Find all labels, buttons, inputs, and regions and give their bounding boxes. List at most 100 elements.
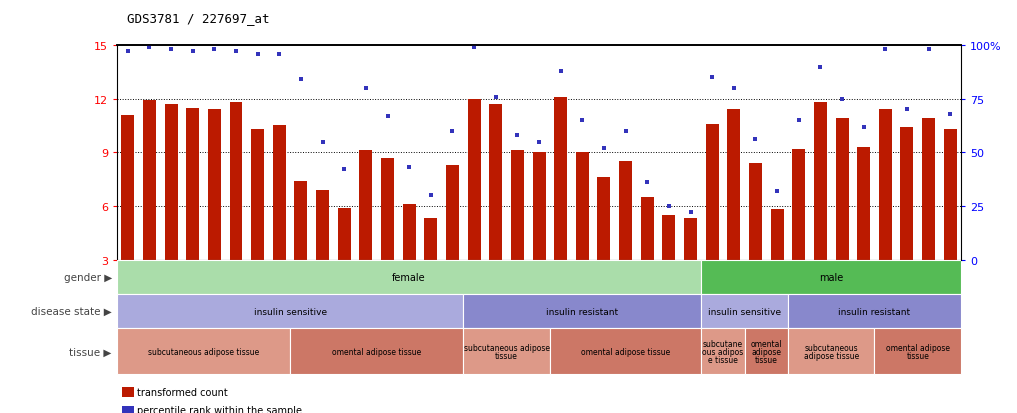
Bar <box>771 210 783 260</box>
Bar <box>117 329 290 375</box>
Point <box>747 137 764 143</box>
Bar <box>875 329 961 375</box>
Point <box>942 111 958 118</box>
Point <box>423 192 439 199</box>
Bar <box>744 329 788 375</box>
Bar <box>944 130 957 260</box>
Bar <box>814 103 827 260</box>
Text: omental
adipose
tissue: omental adipose tissue <box>751 339 782 364</box>
Bar <box>879 110 892 260</box>
Text: female: female <box>393 272 426 282</box>
Point <box>379 113 396 120</box>
Point <box>401 165 417 171</box>
Bar <box>702 260 961 294</box>
Text: subcutaneous adipose tissue: subcutaneous adipose tissue <box>147 347 259 356</box>
Bar <box>445 165 459 260</box>
Bar <box>273 126 286 260</box>
Text: insulin sensitive: insulin sensitive <box>708 307 781 316</box>
Bar <box>381 158 394 260</box>
Bar <box>338 208 351 260</box>
Point <box>878 47 894 54</box>
Point <box>272 51 288 58</box>
Point <box>726 85 742 92</box>
Bar <box>207 110 221 260</box>
Point <box>813 64 829 71</box>
Bar <box>121 116 134 260</box>
Point <box>596 145 612 152</box>
Text: GDS3781 / 227697_at: GDS3781 / 227697_at <box>127 12 270 25</box>
Bar <box>295 181 307 260</box>
Bar <box>464 329 550 375</box>
Point <box>682 209 699 216</box>
Point <box>510 133 526 139</box>
Bar <box>619 162 633 260</box>
Bar <box>922 119 935 260</box>
Bar <box>788 294 961 329</box>
Bar <box>251 130 264 260</box>
Point <box>661 203 677 210</box>
Text: insulin resistant: insulin resistant <box>838 307 910 316</box>
Text: percentile rank within the sample: percentile rank within the sample <box>137 405 302 413</box>
Text: male: male <box>819 272 843 282</box>
Bar <box>554 97 567 260</box>
Point <box>575 118 591 124</box>
Text: disease state ▶: disease state ▶ <box>32 306 112 316</box>
Point <box>639 180 655 186</box>
Text: tissue ▶: tissue ▶ <box>69 347 112 356</box>
Point <box>163 47 179 54</box>
Bar <box>857 147 871 260</box>
Point <box>336 167 352 173</box>
Point <box>206 47 223 54</box>
Text: omental adipose
tissue: omental adipose tissue <box>886 343 950 360</box>
Bar <box>359 151 372 260</box>
Point <box>358 85 374 92</box>
Bar <box>403 204 416 260</box>
Bar <box>550 329 702 375</box>
Bar <box>117 260 702 294</box>
Bar <box>702 329 744 375</box>
Point <box>855 124 872 131</box>
Point <box>790 118 806 124</box>
Point <box>141 45 158 51</box>
Point <box>899 107 915 114</box>
Point <box>293 77 309 83</box>
Bar <box>576 153 589 260</box>
Bar <box>788 329 875 375</box>
Bar <box>464 294 702 329</box>
Point <box>314 139 331 145</box>
Bar <box>424 219 437 260</box>
Point <box>249 51 265 58</box>
Point <box>769 188 785 195</box>
Bar <box>662 215 675 260</box>
Text: subcutaneous
adipose tissue: subcutaneous adipose tissue <box>803 343 858 360</box>
Bar <box>836 119 848 260</box>
Bar <box>684 219 697 260</box>
Point <box>834 96 850 103</box>
Text: omental adipose tissue: omental adipose tissue <box>333 347 421 356</box>
Text: subcutaneous adipose
tissue: subcutaneous adipose tissue <box>464 343 549 360</box>
Point <box>120 49 136 56</box>
Text: omental adipose tissue: omental adipose tissue <box>581 347 670 356</box>
Bar <box>533 153 545 260</box>
Point <box>617 128 634 135</box>
Text: insulin resistant: insulin resistant <box>546 307 618 316</box>
Bar <box>290 329 464 375</box>
Bar <box>186 108 199 260</box>
Point <box>704 75 720 81</box>
Bar <box>143 101 156 260</box>
Point <box>444 128 461 135</box>
Bar <box>230 103 242 260</box>
Text: gender ▶: gender ▶ <box>64 272 112 282</box>
Bar <box>468 100 481 260</box>
Bar <box>641 197 654 260</box>
Text: subcutane
ous adipos
e tissue: subcutane ous adipos e tissue <box>703 339 743 364</box>
Point <box>531 139 547 145</box>
Bar <box>706 124 719 260</box>
Bar <box>900 128 913 260</box>
Bar <box>727 110 740 260</box>
Bar <box>749 164 762 260</box>
Bar <box>511 151 524 260</box>
Text: insulin sensitive: insulin sensitive <box>253 307 326 316</box>
Bar <box>165 105 178 260</box>
Point <box>487 94 503 101</box>
